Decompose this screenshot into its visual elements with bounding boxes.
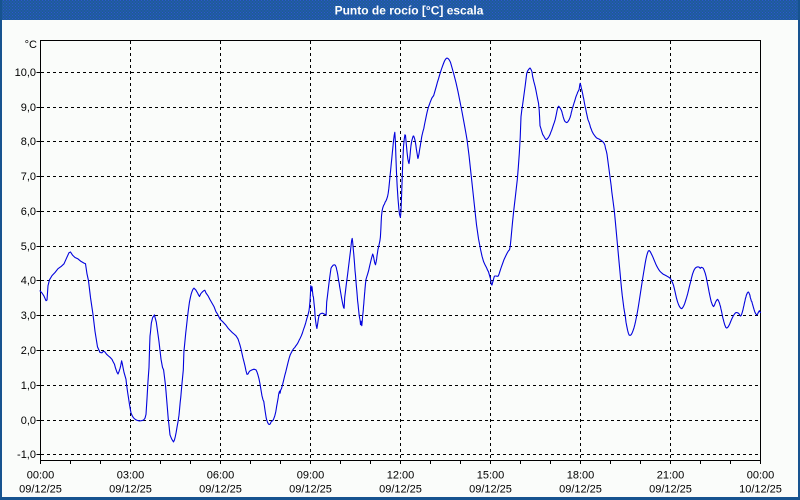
svg-text:09/12/25: 09/12/25 — [379, 484, 422, 496]
svg-text:09/12/25: 09/12/25 — [649, 484, 692, 496]
svg-text:1,0: 1,0 — [21, 380, 36, 392]
svg-text:5,0: 5,0 — [21, 241, 36, 253]
svg-text:2,0: 2,0 — [21, 345, 36, 357]
svg-text:3,0: 3,0 — [21, 310, 36, 322]
svg-text:09/12/25: 09/12/25 — [199, 484, 242, 496]
svg-text:09/12/25: 09/12/25 — [469, 484, 512, 496]
svg-text:0,0: 0,0 — [21, 415, 36, 427]
svg-text:09:00: 09:00 — [297, 470, 325, 482]
svg-text:8,0: 8,0 — [21, 136, 36, 148]
svg-text:00:00: 00:00 — [27, 470, 55, 482]
svg-text:21:00: 21:00 — [657, 470, 685, 482]
svg-text:9,0: 9,0 — [21, 102, 36, 114]
svg-text:4,0: 4,0 — [21, 275, 36, 287]
svg-text:Punto de rocío [°C] escala: Punto de rocío [°C] escala — [335, 4, 484, 18]
svg-text:09/12/25: 09/12/25 — [109, 484, 152, 496]
svg-text:06:00: 06:00 — [207, 470, 235, 482]
svg-text:6,0: 6,0 — [21, 206, 36, 218]
svg-text:-1,0: -1,0 — [17, 449, 36, 461]
svg-text:03:00: 03:00 — [117, 470, 145, 482]
svg-text:09/12/25: 09/12/25 — [19, 484, 62, 496]
svg-text:7,0: 7,0 — [21, 171, 36, 183]
svg-text:18:00: 18:00 — [567, 470, 595, 482]
svg-text:09/12/25: 09/12/25 — [559, 484, 602, 496]
svg-text:00:00: 00:00 — [747, 470, 775, 482]
svg-text:09/12/25: 09/12/25 — [289, 484, 332, 496]
svg-text:10/12/25: 10/12/25 — [739, 484, 782, 496]
svg-text:°C: °C — [25, 39, 37, 51]
svg-text:10,0: 10,0 — [15, 67, 36, 79]
svg-text:15:00: 15:00 — [477, 470, 505, 482]
svg-text:12:00: 12:00 — [387, 470, 415, 482]
